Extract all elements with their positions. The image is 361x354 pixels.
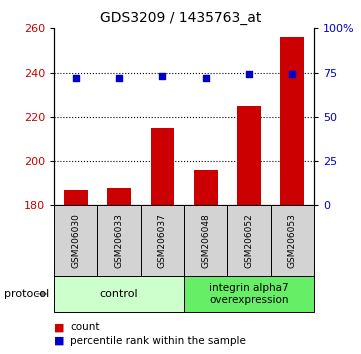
Text: GSM206037: GSM206037	[158, 213, 167, 268]
Bar	[237, 106, 261, 205]
Text: GDS3209 / 1435763_at: GDS3209 / 1435763_at	[100, 11, 261, 25]
Bar	[184, 205, 227, 276]
Bar	[54, 276, 184, 312]
Text: ■: ■	[54, 322, 65, 332]
Text: GSM206048: GSM206048	[201, 213, 210, 268]
Point	[160, 73, 165, 79]
Text: GSM206053: GSM206053	[288, 213, 297, 268]
Text: GSM206033: GSM206033	[115, 213, 123, 268]
Bar	[54, 205, 97, 276]
Text: ■: ■	[54, 336, 65, 346]
Point	[73, 75, 79, 81]
Bar	[64, 190, 88, 205]
Bar	[184, 276, 314, 312]
Point	[203, 75, 209, 81]
Bar	[107, 188, 131, 205]
Text: GSM206052: GSM206052	[245, 213, 253, 268]
Text: control: control	[100, 289, 138, 299]
Bar	[151, 128, 174, 205]
Bar	[227, 205, 271, 276]
Bar	[141, 205, 184, 276]
Text: count: count	[70, 322, 100, 332]
Text: protocol: protocol	[4, 289, 49, 299]
Text: integrin alpha7
overexpression: integrin alpha7 overexpression	[209, 283, 289, 305]
Bar	[271, 205, 314, 276]
Point	[246, 72, 252, 77]
Bar	[280, 37, 304, 205]
Point	[290, 72, 295, 77]
Text: GSM206030: GSM206030	[71, 213, 80, 268]
Bar	[194, 170, 218, 205]
Text: percentile rank within the sample: percentile rank within the sample	[70, 336, 246, 346]
Bar	[97, 205, 141, 276]
Point	[116, 75, 122, 81]
